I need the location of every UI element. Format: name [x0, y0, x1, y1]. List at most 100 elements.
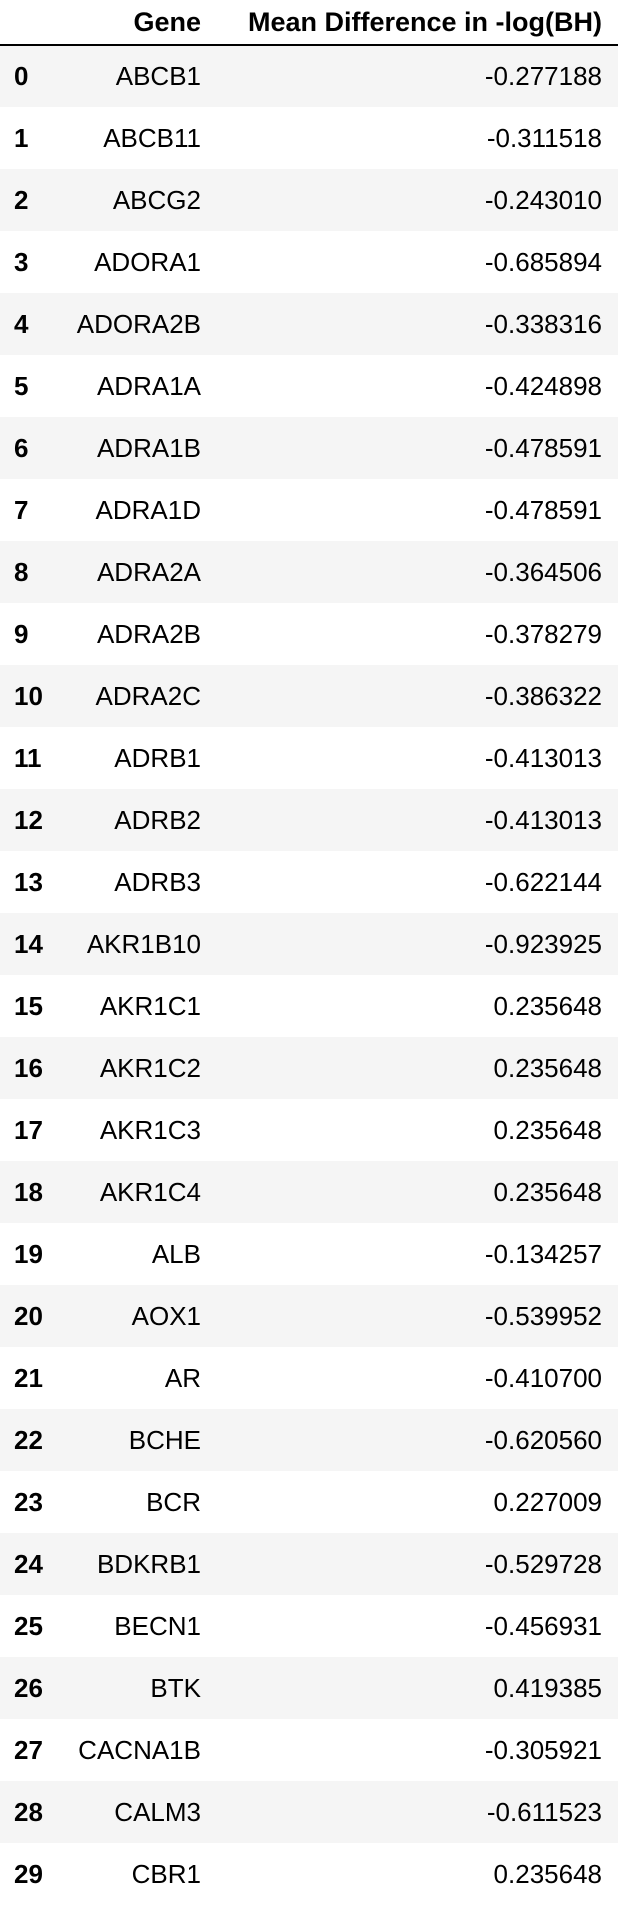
- table-row: 29 CBR1 0.235648: [0, 1843, 618, 1905]
- gene-column-header: Gene: [72, 0, 217, 46]
- row-index: 16: [14, 1052, 43, 1083]
- row-index: 17: [14, 1114, 43, 1145]
- row-index: 6: [14, 432, 29, 463]
- row-index: 23: [14, 1486, 43, 1517]
- table-row: 21 AR -0.410700: [0, 1347, 618, 1409]
- gene-cell: AKR1C1: [99, 990, 201, 1021]
- table-row: 6 ADRA1B -0.478591: [0, 417, 618, 479]
- row-index: 29: [14, 1858, 43, 1889]
- mean-difference-cell: -0.410700: [484, 1362, 602, 1393]
- gene-cell: ADORA1: [94, 246, 201, 277]
- table-row: 0 ABCB1 -0.277188: [0, 45, 618, 107]
- row-index: 11: [14, 742, 42, 773]
- row-index: 27: [14, 1734, 43, 1765]
- gene-cell: CALM3: [114, 1796, 201, 1827]
- mean-difference-cell: 0.235648: [493, 1052, 602, 1083]
- gene-cell: ADORA2B: [76, 308, 201, 339]
- table-row: 8 ADRA2A -0.364506: [0, 541, 618, 603]
- gene-cell: ADRB1: [114, 742, 201, 773]
- gene-cell: BCHE: [128, 1424, 201, 1455]
- table-row: 13 ADRB3 -0.622144: [0, 851, 618, 913]
- row-index: 5: [14, 370, 29, 401]
- table-row: 11 ADRB1 -0.413013: [0, 727, 618, 789]
- row-index: 9: [14, 618, 29, 649]
- row-index: 25: [14, 1610, 43, 1641]
- row-index: 2: [14, 184, 29, 215]
- row-index: 7: [14, 494, 29, 525]
- gene-cell: ADRA2C: [95, 680, 201, 711]
- row-index: 13: [14, 866, 43, 897]
- table-row: 22 BCHE -0.620560: [0, 1409, 618, 1471]
- table-body: 0 ABCB1 -0.277188 1 ABCB11 -0.311518 2 ABCG2 -0.…: [0, 45, 618, 1905]
- row-index: 0: [14, 61, 29, 91]
- table-row: 12 ADRB2 -0.413013: [0, 789, 618, 851]
- row-index: 4: [14, 308, 29, 339]
- row-index: 20: [14, 1300, 43, 1331]
- table-row: 7 ADRA1D -0.478591: [0, 479, 618, 541]
- table-row: 28 CALM3 -0.611523: [0, 1781, 618, 1843]
- mean-difference-cell: -0.478591: [484, 432, 602, 463]
- gene-cell: AKR1C4: [99, 1176, 201, 1207]
- gene-cell: BTK: [150, 1672, 201, 1703]
- gene-cell: AKR1B10: [86, 928, 201, 959]
- row-index: 26: [14, 1672, 43, 1703]
- mean-difference-cell: 0.235648: [493, 1858, 602, 1889]
- gene-cell: BCR: [146, 1486, 201, 1517]
- mean-difference-column-header: Mean Difference in -log(BH): [217, 0, 618, 46]
- mean-difference-cell: -0.685894: [484, 246, 602, 277]
- table-row: 15 AKR1C1 0.235648: [0, 975, 618, 1037]
- table-header: Gene Mean Difference in -log(BH): [0, 0, 618, 46]
- mean-difference-cell: -0.386322: [484, 680, 602, 711]
- mean-difference-cell: -0.338316: [484, 308, 602, 339]
- gene-cell: ADRA1A: [96, 370, 201, 401]
- table-row: 1 ABCB11 -0.311518: [0, 107, 618, 169]
- table-row: 27 CACNA1B -0.305921: [0, 1719, 618, 1781]
- row-index: 22: [14, 1424, 43, 1455]
- row-index: 12: [14, 804, 43, 835]
- row-index: 15: [14, 990, 43, 1021]
- mean-difference-cell: -0.424898: [484, 370, 602, 401]
- mean-difference-cell: -0.243010: [484, 184, 602, 215]
- mean-difference-cell: -0.311518: [486, 122, 602, 153]
- row-index: 18: [14, 1176, 43, 1207]
- table-row: 4 ADORA2B -0.338316: [0, 293, 618, 355]
- mean-difference-cell: -0.478591: [484, 494, 602, 525]
- mean-difference-cell: -0.620560: [484, 1424, 602, 1455]
- row-index: 3: [14, 246, 29, 277]
- table-row: 10 ADRA2C -0.386322: [0, 665, 618, 727]
- mean-difference-cell: -0.611523: [486, 1796, 602, 1827]
- gene-cell: ADRB3: [114, 866, 201, 897]
- mean-difference-cell: 0.235648: [493, 1176, 602, 1207]
- row-index: 24: [14, 1548, 43, 1579]
- header-row: Gene Mean Difference in -log(BH): [0, 0, 618, 46]
- gene-cell: ABCG2: [112, 184, 201, 215]
- index-column-header: [0, 0, 72, 46]
- row-index: 28: [14, 1796, 43, 1827]
- mean-difference-cell: -0.134257: [484, 1238, 602, 1269]
- gene-cell: BDKRB1: [96, 1548, 201, 1579]
- row-index: 10: [14, 680, 43, 711]
- gene-cell: AKR1C3: [99, 1114, 201, 1145]
- gene-cell: AR: [164, 1362, 201, 1393]
- mean-difference-cell: -0.923925: [484, 928, 602, 959]
- row-index: 8: [14, 556, 29, 587]
- gene-cell: ADRA2B: [96, 618, 201, 649]
- gene-cell: ABCB1: [115, 61, 201, 91]
- mean-difference-cell: -0.539952: [484, 1300, 602, 1331]
- row-index: 14: [14, 928, 43, 959]
- gene-cell: ABCB11: [103, 122, 201, 153]
- gene-cell: AKR1C2: [99, 1052, 201, 1083]
- mean-difference-cell: -0.413013: [484, 742, 602, 773]
- gene-cell: AOX1: [131, 1300, 201, 1331]
- table-row: 14 AKR1B10 -0.923925: [0, 913, 618, 975]
- table-row: 19 ALB -0.134257: [0, 1223, 618, 1285]
- table-row: 3 ADORA1 -0.685894: [0, 231, 618, 293]
- table-row: 5 ADRA1A -0.424898: [0, 355, 618, 417]
- table-row: 26 BTK 0.419385: [0, 1657, 618, 1719]
- gene-cell: ADRB2: [114, 804, 201, 835]
- mean-difference-cell: -0.413013: [484, 804, 602, 835]
- mean-difference-cell: -0.277188: [484, 61, 602, 91]
- table-row: 18 AKR1C4 0.235648: [0, 1161, 618, 1223]
- table-row: 17 AKR1C3 0.235648: [0, 1099, 618, 1161]
